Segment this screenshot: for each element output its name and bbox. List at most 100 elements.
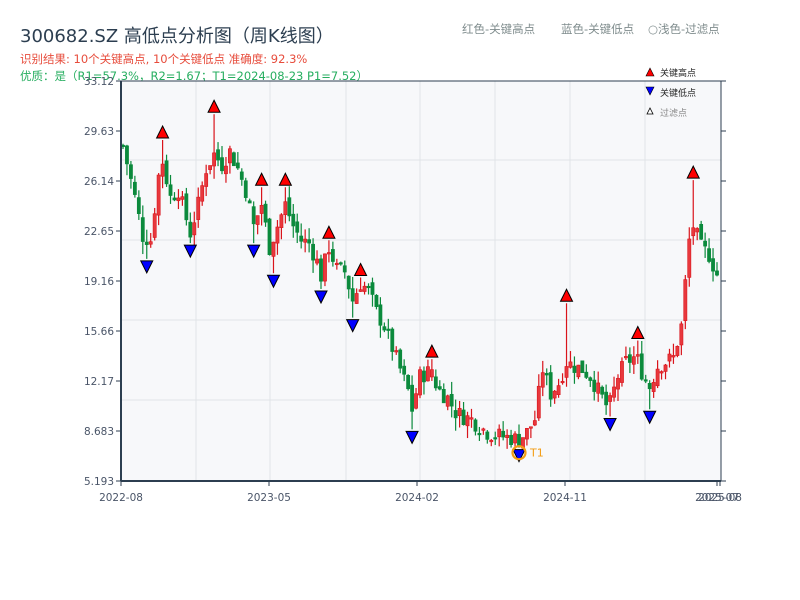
candlestick <box>378 304 383 326</box>
quality-summary: 优质：是（R1=57.3%，R2=1.67；T1=2024-08-23 P1=7… <box>20 69 368 83</box>
candlestick <box>453 410 458 419</box>
candlestick <box>132 181 137 195</box>
candlestick <box>556 385 561 395</box>
candlestick <box>152 213 157 238</box>
candlestick <box>140 217 145 242</box>
candlestick <box>362 285 367 292</box>
y-tick-label: 5.193 <box>84 476 114 488</box>
svg-text:关键高点: 关键高点 <box>660 67 696 79</box>
x-tick-label: 2022-08 <box>99 492 143 504</box>
x-tick-label: 2025-07 <box>695 492 739 504</box>
candlestick <box>144 241 149 245</box>
key-low-marker-icon <box>642 410 657 425</box>
candlestick <box>477 433 482 436</box>
candlestick <box>279 214 284 228</box>
candlestick <box>683 279 688 321</box>
key-high-marker-icon <box>630 325 645 340</box>
candlestick <box>386 328 391 331</box>
candlestick <box>342 265 347 273</box>
t1-ring-icon <box>511 445 527 461</box>
candlestick <box>616 377 620 390</box>
key-high-marker-icon <box>425 344 439 358</box>
candlestick <box>687 238 692 278</box>
key-low-marker-icon <box>603 417 617 432</box>
candlestick <box>441 388 446 404</box>
candlestick <box>212 152 216 167</box>
candlestick <box>275 226 280 244</box>
candlestick <box>374 294 379 307</box>
candlestick <box>604 391 609 406</box>
candlestick <box>639 353 644 380</box>
candlestick <box>675 345 680 356</box>
candlestick <box>251 206 256 225</box>
candlestick <box>418 369 422 396</box>
key-high-marker-icon <box>278 172 293 186</box>
candlestick <box>136 197 141 214</box>
candlestick <box>334 262 339 266</box>
candlestick <box>651 382 656 392</box>
candlestick <box>358 289 363 292</box>
candlestick <box>493 437 498 440</box>
candlestick <box>390 328 395 352</box>
plot-area <box>121 81 721 481</box>
key-high-marker-icon <box>155 124 170 139</box>
candlestick <box>346 275 351 290</box>
candlestick <box>224 165 228 175</box>
candlestick <box>501 430 506 438</box>
candlestick <box>247 200 252 204</box>
candlestick <box>592 379 597 392</box>
candlestick <box>235 162 240 169</box>
candlestick <box>366 285 371 289</box>
candlestick <box>319 258 323 282</box>
candlestick <box>176 197 181 202</box>
key-high-marker-icon <box>686 164 701 179</box>
candlestick <box>509 434 513 445</box>
candlestick <box>560 380 565 384</box>
candlestick <box>307 239 312 244</box>
candlestick <box>608 395 612 402</box>
key-high-marker-icon <box>254 172 269 186</box>
candlestick <box>172 197 177 201</box>
candlestick <box>517 433 521 447</box>
candlestick <box>659 371 664 374</box>
candlestick <box>711 258 715 272</box>
candlestick <box>295 221 300 233</box>
candlestick <box>208 165 213 170</box>
candlestick <box>631 356 636 365</box>
candlestick <box>426 366 430 382</box>
candlestick <box>406 375 411 390</box>
y-tick-label: 22.65 <box>84 226 114 238</box>
candlestick <box>228 148 232 164</box>
candles <box>121 114 719 454</box>
candlestick <box>580 360 585 374</box>
candlestick <box>160 163 165 177</box>
candlestick <box>255 215 260 225</box>
candlestick <box>489 439 494 443</box>
candlestick <box>220 157 224 172</box>
candlestick <box>370 282 375 295</box>
candlestick <box>291 213 296 227</box>
candlestick <box>350 288 355 302</box>
candlestick <box>148 241 153 245</box>
candlestick <box>544 373 549 376</box>
candlestick <box>588 377 593 381</box>
key-low-marker-icon <box>266 274 281 289</box>
candlestick <box>394 350 399 353</box>
candlestick <box>552 390 557 399</box>
candlestick <box>671 355 676 358</box>
candlestick <box>679 323 684 346</box>
candlestick <box>635 354 640 357</box>
candlestick <box>497 428 502 438</box>
candlestick <box>715 270 719 276</box>
candlestick <box>271 241 276 257</box>
candlestick <box>239 171 244 180</box>
t1-label: T1 <box>529 447 544 460</box>
candlestick <box>667 353 672 362</box>
candlestick <box>303 238 308 243</box>
candlestick <box>410 384 414 412</box>
candlestick <box>180 196 185 200</box>
recognition-result: 识别结果: 10个关键高点, 10个关键低点 准确度: 92.3% <box>20 52 308 66</box>
candlestick <box>287 197 292 217</box>
x-tick-label: 2024-11 <box>543 492 587 504</box>
